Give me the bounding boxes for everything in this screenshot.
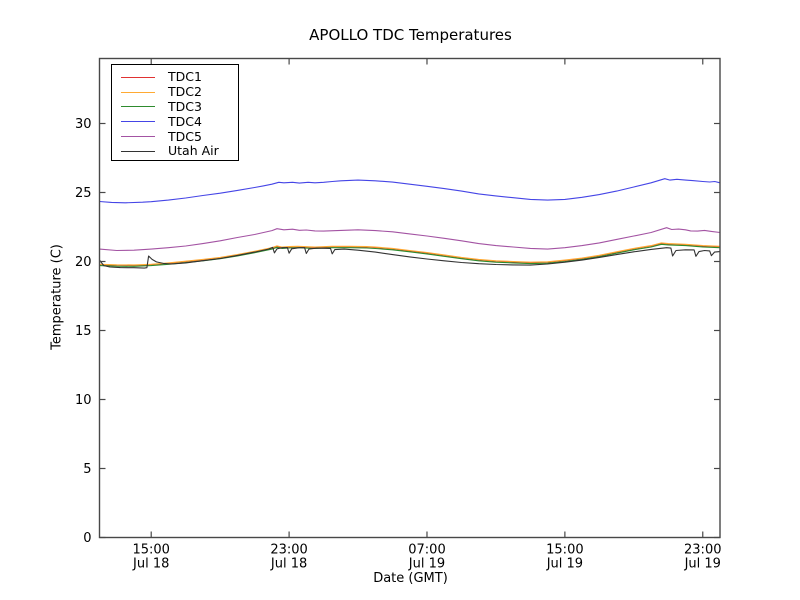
legend-label-tdc2: TDC2	[168, 84, 202, 100]
legend-item-tdc1: TDC1	[121, 70, 238, 85]
series-line-tdc5	[99, 227, 721, 252]
legend-label-tdc5: TDC5	[168, 128, 202, 144]
x-tick-label-date: Jul 18	[132, 557, 169, 572]
legend-swatch-tdc2	[121, 91, 155, 93]
x-tick-label-time: 23:00	[270, 543, 307, 558]
legend-item-tdc4: TDC4	[121, 114, 238, 129]
legend-swatch-tdc1	[121, 76, 155, 78]
legend-label-tdc3: TDC3	[168, 98, 202, 114]
legend-item-utah-air: Utah Air	[121, 144, 238, 159]
legend: TDC1 TDC2 TDC3 TDC4 TDC5 Utah Air	[111, 64, 239, 161]
x-tick-label-date: Jul 18	[270, 557, 307, 572]
series-line-tdc2	[99, 242, 721, 266]
series-line-utah-air	[99, 246, 721, 269]
y-tick-label: 30	[75, 117, 92, 132]
y-tick-label: 0	[83, 531, 91, 546]
series-line-tdc4	[99, 178, 721, 204]
y-tick-label: 15	[75, 324, 92, 339]
legend-swatch-utah-air	[121, 150, 155, 152]
legend-item-tdc2: TDC2	[121, 85, 238, 100]
series-line-tdc3	[99, 243, 721, 267]
plot-frame	[98, 57, 721, 539]
y-tick-label: 20	[75, 255, 92, 270]
y-tick-label: 25	[75, 186, 92, 201]
x-tick-label-date: Jul 19	[546, 557, 583, 572]
legend-swatch-tdc3	[121, 106, 155, 108]
y-tick-label: 10	[75, 393, 92, 408]
x-tick-label-time: 23:00	[684, 543, 721, 558]
legend-swatch-tdc5	[121, 136, 155, 138]
legend-swatch-tdc4	[121, 121, 155, 123]
y-tick-label: 5	[83, 462, 91, 477]
x-tick-label-date: Jul 19	[684, 557, 721, 572]
legend-label-tdc1: TDC1	[168, 69, 202, 85]
legend-label-tdc4: TDC4	[168, 113, 202, 129]
x-axis-label: Date (GMT)	[373, 571, 448, 586]
chart-title: APOLLO TDC Temperatures	[309, 26, 512, 44]
x-tick-label-time: 15:00	[132, 543, 169, 558]
legend-label-utah-air: Utah Air	[168, 143, 219, 159]
x-tick-label-time: 07:00	[408, 543, 445, 558]
x-tick-label-time: 15:00	[546, 543, 583, 558]
legend-item-tdc5: TDC5	[121, 129, 238, 144]
x-tick-label-date: Jul 19	[408, 557, 445, 572]
legend-item-tdc3: TDC3	[121, 98, 238, 115]
